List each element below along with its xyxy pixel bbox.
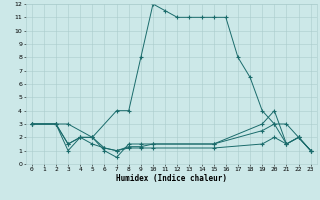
X-axis label: Humidex (Indice chaleur): Humidex (Indice chaleur) [116, 174, 227, 183]
